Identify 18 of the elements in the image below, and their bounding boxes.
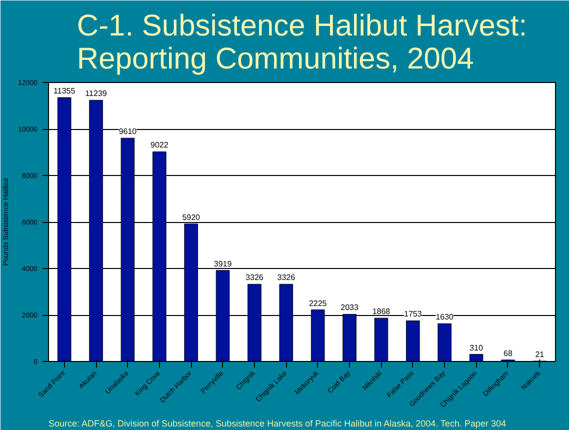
data-label: 68 (504, 348, 513, 358)
data-label: 1868 (372, 307, 391, 316)
data-label: 3326 (277, 273, 296, 282)
data-label: 21 (535, 350, 545, 360)
chart-title: C-1. Subsistence Halibut Harvest: Reporting Communities, 2004 (76, 10, 528, 76)
data-label: 9022 (150, 140, 169, 150)
data-label: 11355 (54, 86, 76, 96)
data-label: 3326 (246, 273, 264, 282)
data-label: 1753 (404, 310, 422, 319)
data-label: 11239 (85, 89, 108, 98)
data-label: 310 (470, 343, 484, 352)
data-label: 5920 (182, 212, 201, 222)
data-label: 2225 (308, 298, 328, 308)
source-note: Source: ADF&G, Division of Subsistence, Subsistence Harvests of Pacific Halibut in Alaska, 2004. Tech. Paper 304 (48, 418, 506, 428)
data-label: 1630 (436, 312, 454, 322)
data-label: 2033 (340, 303, 359, 312)
data-label: 3919 (214, 259, 232, 268)
data-label: 9610 (118, 127, 138, 136)
